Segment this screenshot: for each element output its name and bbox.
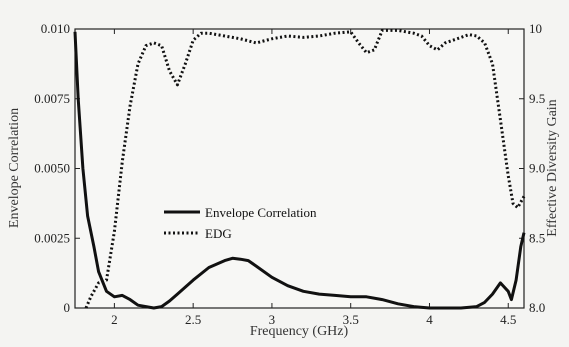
series-edg-line <box>84 28 526 309</box>
x-tick-label: 3.5 <box>343 312 359 327</box>
legend-label-edg: EDG <box>205 226 232 241</box>
y-left-tick-label: 0.0025 <box>34 230 70 245</box>
y-axis-left-label: Envelope Correlation <box>7 108 22 228</box>
y-right-tick-label: 10 <box>529 21 542 36</box>
legend-box <box>160 202 328 244</box>
series-envelope-correlation-line <box>73 31 526 310</box>
y-axis-right-ticks: 8.0 8.5 9.0 9.5 10 <box>519 21 545 315</box>
legend: Envelope Correlation EDG <box>160 202 328 244</box>
y-right-tick-label: 8.5 <box>529 230 545 245</box>
y-right-tick-label: 9.0 <box>529 161 545 176</box>
y-right-tick-label: 8.0 <box>529 300 545 315</box>
plot-frame <box>74 28 525 309</box>
x-tick-label: 4.5 <box>500 312 516 327</box>
y-axis-right-label: Effective Diversity Gain <box>545 99 560 236</box>
x-tick-label: 2 <box>111 312 118 327</box>
x-tick-label: 2.5 <box>185 312 201 327</box>
y-left-tick-label: 0.010 <box>41 21 70 36</box>
y-left-tick-label: 0.0075 <box>34 91 70 106</box>
x-axis-label: Frequency (GHz) <box>250 324 349 339</box>
y-right-tick-label: 9.5 <box>529 91 545 106</box>
legend-label-envelope: Envelope Correlation <box>205 205 317 220</box>
y-left-tick-label: 0.0050 <box>34 161 70 176</box>
series-layer <box>73 28 526 310</box>
x-axis-ticks: 2 2.5 3 3.5 4 4.5 <box>111 29 516 327</box>
y-left-tick-label: 0 <box>64 300 71 315</box>
x-tick-label: 4 <box>426 312 433 327</box>
x-tick-label: 3 <box>269 312 276 327</box>
y-axis-left-ticks: 0 0.0025 0.0050 0.0075 0.010 <box>34 21 80 315</box>
